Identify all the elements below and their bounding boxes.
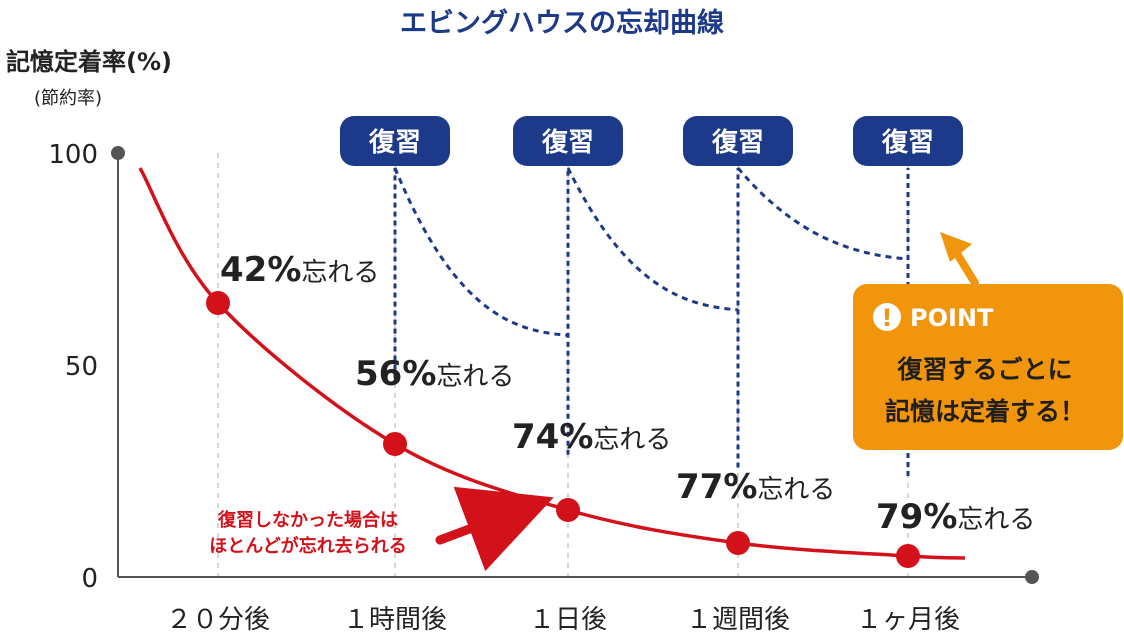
note-arrow bbox=[435, 486, 554, 572]
x-tick-labels: ２０分後 １時間後 １日後 １週間後 １ヶ月後 bbox=[166, 605, 960, 635]
forget-label-suffix-0: 忘れる bbox=[301, 258, 379, 288]
forget-label-suffix-1: 忘れる bbox=[436, 362, 514, 392]
point-arrow-head bbox=[940, 232, 972, 262]
data-points bbox=[206, 291, 920, 568]
axes bbox=[111, 146, 1039, 584]
x-tick-3: １週間後 bbox=[686, 605, 790, 635]
y-axis-sublabel: (節約率) bbox=[34, 88, 102, 109]
point-arrow bbox=[952, 248, 979, 287]
data-point-1 bbox=[383, 432, 407, 456]
review-badge-4: 復習 bbox=[853, 116, 963, 166]
exclamation-icon bbox=[873, 303, 901, 331]
review-badge-bg-3 bbox=[683, 116, 793, 166]
no-review-note: 復習しなかった場合は ほとんどが忘れ去られる bbox=[209, 486, 554, 572]
x-tick-4: １ヶ月後 bbox=[856, 605, 960, 635]
forget-label-percent-3: 77% bbox=[676, 467, 757, 507]
point-title: POINT bbox=[910, 304, 994, 332]
forget-label-2: 74%忘れる bbox=[512, 417, 671, 457]
forget-label-percent-0: 42% bbox=[220, 250, 301, 290]
review-badge-1: 復習 bbox=[340, 116, 450, 166]
x-axis-end-dot bbox=[1025, 570, 1039, 584]
forget-label-0: 42%忘れる bbox=[220, 250, 379, 290]
point-message-2: 記憶は定着する！ bbox=[885, 397, 1085, 426]
y-tick-100: 100 bbox=[48, 140, 98, 170]
x-tick-2: １日後 bbox=[529, 605, 607, 635]
note-line-1: 復習しなかった場合は bbox=[217, 509, 398, 531]
review-badge-label-1: 復習 bbox=[368, 127, 421, 158]
review-decay-2 bbox=[566, 167, 739, 312]
review-badge-bg-2 bbox=[513, 116, 623, 166]
forget-label-suffix-2: 忘れる bbox=[593, 425, 671, 455]
forget-label-percent-4: 79% bbox=[876, 497, 957, 537]
point-message-1: 復習するごとに bbox=[896, 355, 1072, 384]
review-decay-1 bbox=[393, 167, 569, 337]
review-badge-bg-1 bbox=[340, 116, 450, 166]
exclamation-glyph: ! bbox=[882, 304, 893, 332]
y-tick-0: 0 bbox=[81, 564, 98, 594]
review-badge-label-4: 復習 bbox=[881, 127, 934, 158]
y-axis-label: 記憶定着率(%) bbox=[6, 48, 172, 76]
review-badge-bg-4 bbox=[853, 116, 963, 166]
forgetting-curve-line bbox=[138, 167, 966, 560]
review-badge-label-2: 復習 bbox=[541, 127, 594, 158]
forget-label-1: 56%忘れる bbox=[355, 354, 514, 394]
point-box: ! POINT 復習するごとに 記憶は定着する！ bbox=[853, 232, 1123, 450]
point-box-bg bbox=[853, 284, 1123, 450]
x-tick-1: １時間後 bbox=[343, 605, 447, 635]
x-tick-0: ２０分後 bbox=[166, 605, 270, 635]
note-line-2: ほとんどが忘れ去られる bbox=[209, 535, 406, 557]
y-tick-labels: 0 50 100 bbox=[48, 140, 98, 594]
forget-label-percent-2: 74% bbox=[512, 417, 593, 457]
forget-label-suffix-3: 忘れる bbox=[757, 475, 835, 505]
chart-title: エビングハウスの忘却曲線 bbox=[400, 7, 724, 39]
forget-label-3: 77%忘れる bbox=[676, 467, 835, 507]
data-point-3 bbox=[726, 531, 750, 555]
review-curves: 復習 復習 復習 復習 bbox=[340, 116, 963, 476]
review-badge-3: 復習 bbox=[683, 116, 793, 166]
data-point-0 bbox=[206, 291, 230, 315]
review-decay-3 bbox=[736, 167, 909, 261]
review-badge-label-3: 復習 bbox=[711, 127, 764, 158]
forget-label-suffix-4: 忘れる bbox=[957, 505, 1035, 535]
data-point-2 bbox=[556, 498, 580, 522]
y-axis-end-dot bbox=[111, 146, 125, 160]
y-tick-50: 50 bbox=[65, 352, 98, 382]
review-badge-2: 復習 bbox=[513, 116, 623, 166]
data-point-4 bbox=[896, 544, 920, 568]
forget-label-4: 79%忘れる bbox=[876, 497, 1035, 537]
forgetting-curve bbox=[138, 167, 966, 560]
forget-label-percent-1: 56% bbox=[355, 354, 436, 394]
